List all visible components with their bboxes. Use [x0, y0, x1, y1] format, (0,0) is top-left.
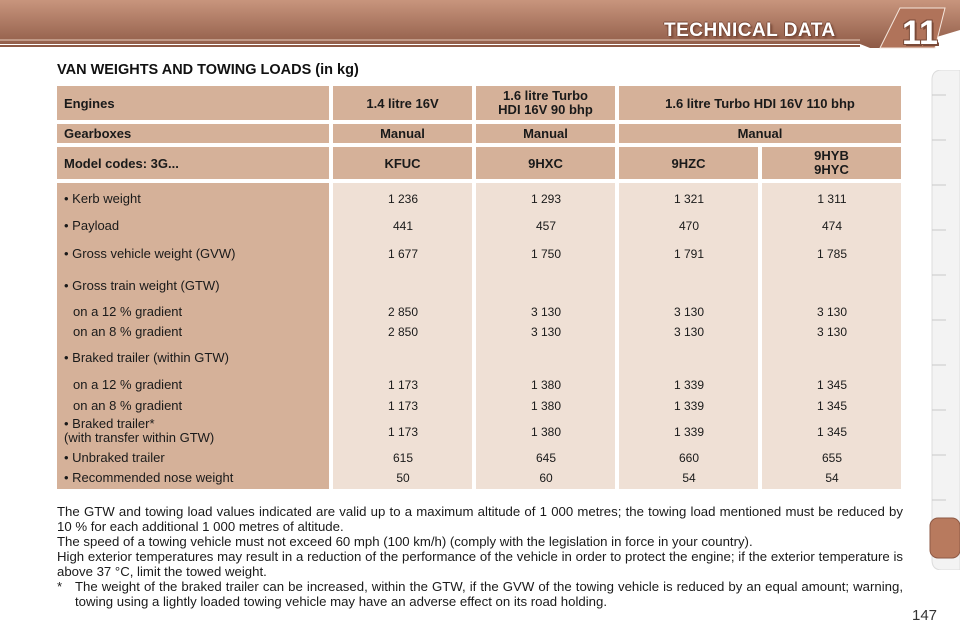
table-cell: 1 321 [673, 192, 705, 206]
row-label-gvw: • Gross vehicle weight (GVW) [64, 246, 236, 261]
table-cell: 655 [821, 451, 843, 465]
table-cell: 3 130 [673, 325, 705, 339]
note-temperature: High exterior temperatures may result in… [57, 549, 903, 579]
model-codes-label: Model codes: 3G... [57, 147, 329, 179]
table-cell: 2 850 [387, 305, 419, 319]
row-label-payload: • Payload [64, 218, 120, 233]
values-column-2 [476, 183, 615, 489]
table-cell: 441 [392, 219, 414, 233]
row-label-braked-12: on a 12 % gradient [73, 377, 183, 392]
table-cell: 54 [825, 471, 839, 485]
table-cell: 1 339 [673, 378, 705, 392]
table-cell: 1 785 [816, 247, 848, 261]
page-number: 147 [912, 607, 938, 624]
gearbox-col-2: Manual [476, 124, 615, 143]
table-cell: 3 130 [816, 325, 848, 339]
footnote-marker: * [57, 579, 63, 594]
table-cell: 3 130 [530, 325, 562, 339]
table-cell: 2 850 [387, 325, 419, 339]
table-cell: 1 339 [673, 425, 705, 439]
row-label-gtw-8: on an 8 % gradient [73, 324, 183, 339]
table-cell: 54 [682, 471, 696, 485]
engine-col-3: 1.6 litre Turbo HDI 16V 110 bhp [619, 86, 901, 120]
table-cell: 660 [678, 451, 700, 465]
row-label-braked-8: on an 8 % gradient [73, 398, 183, 413]
table-cell: 1 173 [387, 378, 419, 392]
row-labels-column [57, 183, 329, 489]
table-cell: 1 236 [387, 192, 419, 206]
note-speed: The speed of a towing vehicle must not e… [57, 534, 753, 549]
table-cell: 1 173 [387, 425, 419, 439]
table-cell: 1 750 [530, 247, 562, 261]
row-label-kerb-weight: • Kerb weight [64, 191, 141, 206]
engine-col-2: 1.6 litre Turbo HDI 16V 90 bhp [476, 86, 615, 120]
table-cell: 1 345 [816, 378, 848, 392]
table-cell: 1 293 [530, 192, 562, 206]
table-cell: 1 345 [816, 399, 848, 413]
table-cell: 474 [821, 219, 843, 233]
table-cell: 3 130 [673, 305, 705, 319]
chapter-tabs [926, 69, 960, 571]
chapter-title: TECHNICAL DATA [664, 20, 836, 41]
banner-graphic [0, 0, 960, 49]
model-col-4: 9HYB 9HYC [762, 147, 901, 179]
table-cell: 1 173 [387, 399, 419, 413]
row-label-nose-weight: • Recommended nose weight [64, 470, 234, 485]
table-cell: 1 677 [387, 247, 419, 261]
top-banner: TECHNICAL DATA 11 [0, 0, 960, 52]
table-cell: 1 345 [816, 425, 848, 439]
gearbox-col-3: Manual [619, 124, 901, 143]
table-cell: 1 339 [673, 399, 705, 413]
values-column-3 [619, 183, 758, 489]
table-cell: 50 [396, 471, 410, 485]
note-altitude: The GTW and towing load values indicated… [57, 504, 903, 534]
row-label-gtw-12: on a 12 % gradient [73, 304, 183, 319]
model-col-3: 9HZC [619, 147, 758, 179]
model-col-2: 9HXC [476, 147, 615, 179]
model-col-1: KFUC [333, 147, 472, 179]
chapter-tab-strip [929, 69, 960, 571]
chapter-number: 11 [902, 14, 938, 52]
table-cell: 3 130 [530, 305, 562, 319]
values-column-1 [333, 183, 472, 489]
engine-col-1: 1.4 litre 16V [333, 86, 472, 120]
row-label-braked-transfer: • Braked trailer* (with transfer within … [64, 416, 215, 445]
table-cell: 470 [678, 219, 700, 233]
gearboxes-label: Gearboxes [57, 124, 329, 143]
table-cell: 1 380 [530, 399, 562, 413]
engines-label: Engines [57, 86, 329, 120]
row-label-gtw: • Gross train weight (GTW) [64, 278, 220, 293]
table-cell: 1 311 [817, 192, 847, 206]
values-column-4 [762, 183, 901, 489]
row-label-unbraked-trailer: • Unbraked trailer [64, 450, 165, 465]
row-label-braked-trailer: • Braked trailer (within GTW) [64, 350, 229, 365]
footnote-text: The weight of the braked trailer can be … [75, 579, 903, 609]
table-cell: 1 791 [673, 247, 705, 261]
section-title: VAN WEIGHTS AND TOWING LOADS (in kg) [57, 62, 359, 78]
table-cell: 1 380 [530, 425, 562, 439]
table-cell: 457 [535, 219, 557, 233]
table-cell: 1 380 [530, 378, 562, 392]
table-cell: 60 [539, 471, 553, 485]
gearbox-col-1: Manual [333, 124, 472, 143]
table-cell: 3 130 [816, 305, 848, 319]
table-cell: 615 [392, 451, 414, 465]
table-cell: 645 [535, 451, 557, 465]
